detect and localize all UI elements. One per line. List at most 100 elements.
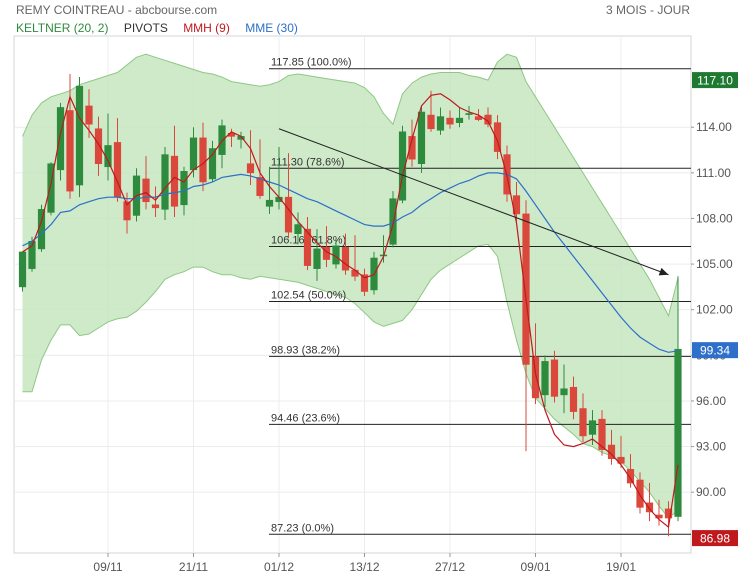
- price-badge-label: 86.98: [700, 532, 730, 546]
- y-tick-label-8: 114.00: [696, 120, 732, 134]
- candle[interactable]: [674, 276, 682, 522]
- legend-mme[interactable]: MME (30): [245, 21, 298, 35]
- candle-body: [579, 408, 587, 437]
- candle-body: [588, 420, 597, 435]
- candle-body: [265, 199, 274, 207]
- candle[interactable]: [636, 472, 644, 514]
- candle[interactable]: [56, 102, 65, 181]
- candle[interactable]: [550, 350, 559, 403]
- candle[interactable]: [303, 216, 312, 271]
- candle[interactable]: [465, 105, 473, 120]
- price-badge-bg: [692, 72, 738, 89]
- candle[interactable]: [417, 105, 426, 173]
- candle[interactable]: [294, 212, 302, 245]
- candle[interactable]: [104, 113, 112, 181]
- candle-body: [541, 361, 549, 396]
- candle[interactable]: [569, 376, 578, 420]
- candle[interactable]: [18, 251, 27, 292]
- candle[interactable]: [493, 115, 502, 160]
- candle[interactable]: [313, 229, 321, 281]
- candle[interactable]: [598, 410, 606, 456]
- candle-body: [180, 171, 188, 206]
- candle-body: [284, 196, 293, 233]
- keltner-upper-line: [22, 53, 679, 318]
- candle[interactable]: [626, 454, 635, 488]
- candle[interactable]: [66, 74, 74, 199]
- candle-body: [66, 110, 74, 192]
- candle-body: [522, 213, 530, 365]
- candle[interactable]: [161, 147, 169, 220]
- candle-body: [674, 348, 682, 517]
- candle[interactable]: [123, 192, 131, 234]
- candle[interactable]: [389, 191, 397, 248]
- candle[interactable]: [370, 251, 378, 295]
- fib-label-5: 94.46 (23.6%): [271, 412, 340, 424]
- fib-label-6: 87.23 (0.0%): [271, 522, 334, 534]
- x-tick-label-6: 19/01: [606, 560, 636, 574]
- legend-pivots[interactable]: PIVOTS: [123, 21, 168, 35]
- candle[interactable]: [265, 166, 274, 214]
- candle[interactable]: [531, 323, 540, 404]
- legend-keltner[interactable]: KELTNER (20, 2): [16, 21, 109, 35]
- y-tick-label-5: 105.00: [696, 257, 733, 271]
- price-badge-bg: [692, 530, 738, 547]
- candle-body: [560, 388, 568, 396]
- candle-body: [142, 178, 150, 203]
- candle[interactable]: [75, 77, 84, 198]
- candle[interactable]: [408, 119, 416, 167]
- moving-averages: [22, 93, 679, 529]
- price-badge-1[interactable]: 99.34: [692, 342, 738, 359]
- candle[interactable]: [522, 200, 530, 452]
- fib-label-3: 102.54 (50.0%): [271, 289, 346, 301]
- candle-body: [360, 274, 369, 292]
- candle-body: [636, 479, 644, 508]
- candle-body: [85, 105, 93, 125]
- candle[interactable]: [455, 107, 464, 128]
- candle[interactable]: [436, 107, 445, 135]
- candle[interactable]: [360, 268, 369, 297]
- candle-body: [123, 201, 131, 221]
- candle-body: [427, 114, 435, 130]
- candle[interactable]: [341, 233, 350, 275]
- candle-body: [94, 128, 103, 165]
- candle[interactable]: [256, 139, 264, 199]
- price-badges: 117.10 99.34 86.98: [692, 72, 738, 547]
- candle[interactable]: [541, 355, 549, 408]
- price-badge-2[interactable]: 86.98: [692, 530, 738, 547]
- candle[interactable]: [47, 162, 55, 216]
- candle[interactable]: [151, 186, 160, 217]
- period-label[interactable]: 3 MOIS - JOUR: [605, 3, 690, 17]
- keltner-band-fill: [22, 54, 678, 518]
- candle-body: [408, 136, 416, 160]
- candle[interactable]: [645, 483, 654, 522]
- candle[interactable]: [446, 110, 454, 129]
- candle[interactable]: [208, 140, 217, 182]
- candle-body: [170, 155, 179, 207]
- candle[interactable]: [560, 364, 568, 414]
- fib-label-1: 111.30 (78.6%): [271, 156, 345, 168]
- price-badge-0[interactable]: 117.10: [692, 72, 738, 89]
- trend-line[interactable]: [278, 128, 669, 276]
- candle-body: [531, 356, 540, 399]
- candle[interactable]: [94, 116, 103, 176]
- candle-body: [465, 113, 473, 115]
- candle[interactable]: [398, 125, 407, 204]
- candle-body: [47, 163, 55, 213]
- candle-body: [104, 145, 112, 168]
- candle[interactable]: [579, 393, 587, 442]
- legend-mmh[interactable]: MMH (9): [183, 21, 230, 35]
- candle-body: [417, 111, 426, 165]
- candle[interactable]: [284, 153, 293, 239]
- candle-body: [37, 209, 46, 250]
- candle-body: [436, 116, 445, 131]
- candle[interactable]: [664, 501, 673, 537]
- candle-body: [18, 251, 27, 288]
- candle[interactable]: [142, 156, 150, 210]
- candle-body: [199, 137, 207, 183]
- price-badge-label: 99.34: [700, 344, 730, 358]
- candle-body: [398, 131, 407, 201]
- y-tick-label-6: 108.00: [696, 211, 733, 225]
- keltner-band: [22, 53, 679, 519]
- candle[interactable]: [427, 90, 435, 132]
